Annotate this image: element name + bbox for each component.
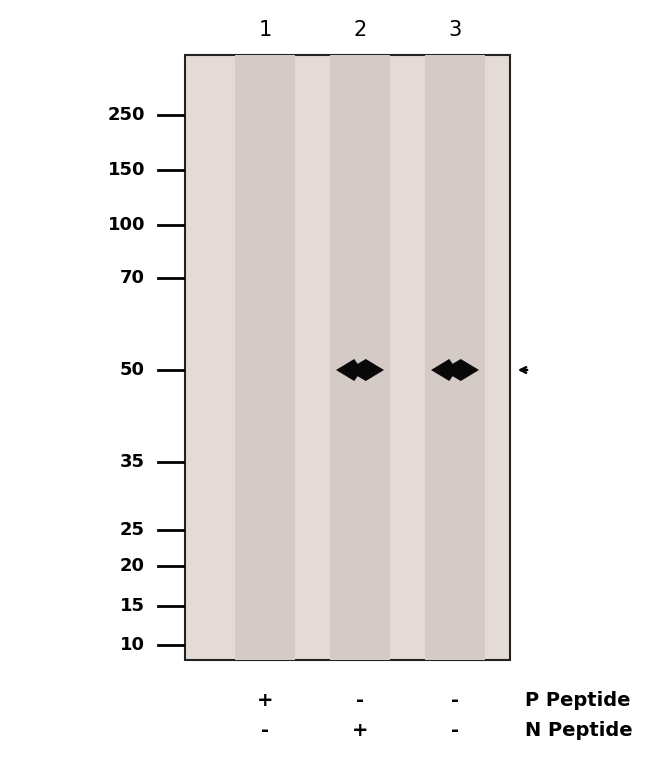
Text: 3: 3 bbox=[448, 20, 461, 40]
Text: 250: 250 bbox=[107, 106, 145, 124]
Text: -: - bbox=[451, 691, 459, 710]
Text: 70: 70 bbox=[120, 269, 145, 287]
Text: P Peptide: P Peptide bbox=[525, 691, 630, 710]
PathPatch shape bbox=[336, 359, 384, 381]
Bar bbox=[330, 55, 390, 660]
Text: 150: 150 bbox=[107, 161, 145, 179]
Text: 15: 15 bbox=[120, 597, 145, 615]
Bar bbox=[185, 55, 510, 660]
Text: 1: 1 bbox=[259, 20, 272, 40]
Bar bbox=[425, 55, 485, 660]
Text: N Peptide: N Peptide bbox=[525, 720, 632, 739]
Text: -: - bbox=[261, 720, 269, 739]
Text: 10: 10 bbox=[120, 636, 145, 654]
Text: 2: 2 bbox=[354, 20, 367, 40]
Text: -: - bbox=[451, 720, 459, 739]
Text: +: + bbox=[257, 691, 273, 710]
Bar bbox=[235, 55, 295, 660]
Text: 20: 20 bbox=[120, 557, 145, 575]
Text: 100: 100 bbox=[107, 216, 145, 234]
Text: +: + bbox=[352, 720, 369, 739]
PathPatch shape bbox=[431, 359, 479, 381]
Text: 50: 50 bbox=[120, 361, 145, 379]
Text: 25: 25 bbox=[120, 521, 145, 539]
Text: 35: 35 bbox=[120, 453, 145, 471]
Text: -: - bbox=[356, 691, 364, 710]
